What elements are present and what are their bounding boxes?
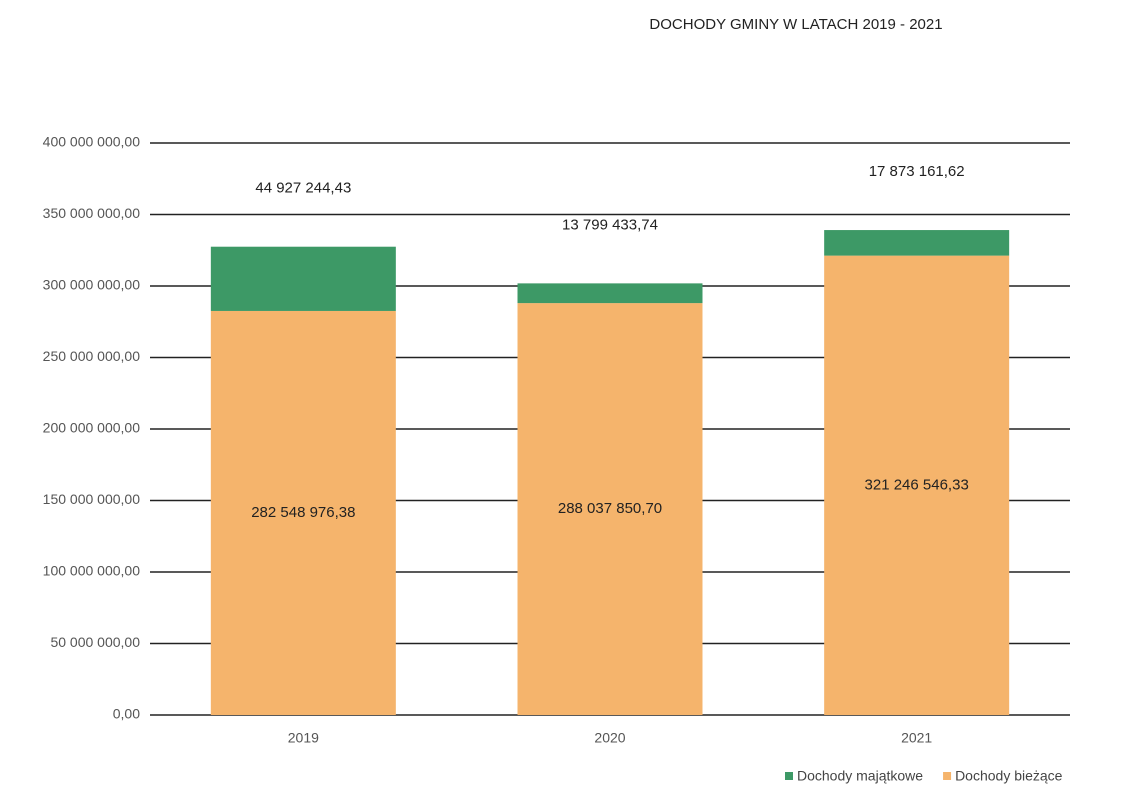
- x-tick-label: 2020: [594, 730, 625, 746]
- value-label: 17 873 161,62: [869, 163, 965, 180]
- y-tick-label: 50 000 000,00: [50, 634, 140, 650]
- chart-title: DOCHODY GMINY W LATACH 2019 - 2021: [649, 16, 942, 33]
- y-tick-label: 300 000 000,00: [43, 277, 141, 293]
- bar-segment: [517, 303, 703, 715]
- y-tick-label: 200 000 000,00: [43, 420, 141, 436]
- bar-segment: [824, 255, 1010, 715]
- value-label: 288 037 850,70: [558, 500, 662, 517]
- value-label: 13 799 433,74: [562, 216, 658, 233]
- bar-segment: [210, 246, 396, 311]
- y-tick-label: 100 000 000,00: [43, 563, 141, 579]
- y-tick-label: 350 000 000,00: [43, 205, 141, 221]
- bar-segment: [517, 283, 703, 304]
- bar-segment: [210, 310, 396, 715]
- y-tick-label: 0,00: [113, 706, 140, 722]
- value-label: 282 548 976,38: [251, 504, 355, 521]
- bar-segment: [824, 230, 1010, 256]
- legend-label: Dochody majątkowe: [797, 768, 923, 784]
- y-tick-label: 400 000 000,00: [43, 134, 141, 150]
- value-label: 44 927 244,43: [255, 180, 351, 197]
- x-tick-label: 2021: [901, 730, 932, 746]
- y-tick-label: 250 000 000,00: [43, 348, 141, 364]
- legend-label: Dochody bieżące: [955, 768, 1063, 784]
- x-tick-label: 2019: [288, 730, 319, 746]
- legend-swatch: [943, 772, 952, 780]
- y-tick-label: 150 000 000,00: [43, 491, 141, 507]
- value-label: 321 246 546,33: [865, 476, 969, 493]
- legend-swatch: [785, 772, 793, 780]
